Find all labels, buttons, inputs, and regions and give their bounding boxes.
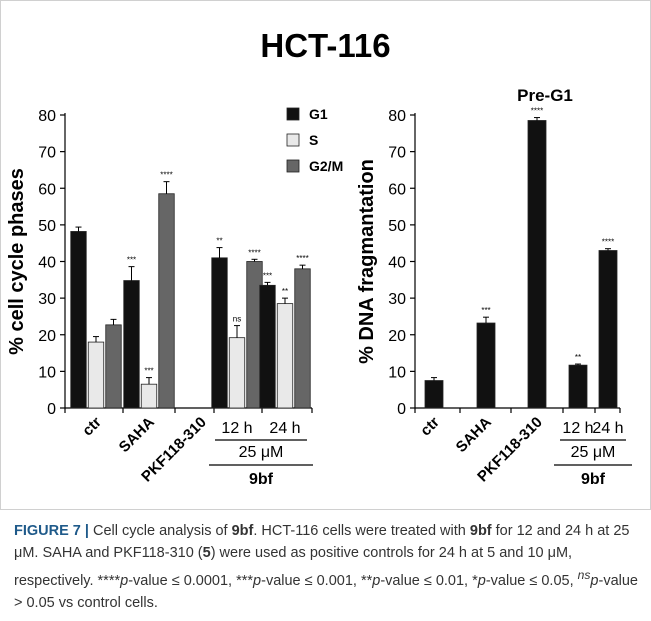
caption-text: 9bf (231, 523, 254, 539)
x-tick-label: ctr (417, 414, 443, 440)
bar-g1 (259, 284, 276, 409)
significance-label: **** (602, 238, 614, 247)
significance-label: **** (296, 254, 308, 263)
concentration-label: 25 μM (571, 444, 616, 461)
bar-s (87, 341, 105, 409)
y-tick-label: 0 (47, 401, 56, 418)
legend-swatch-s (286, 133, 300, 147)
y-tick-label: 0 (397, 401, 406, 418)
significance-label: ns (233, 315, 241, 324)
y-tick-label: 70 (38, 145, 56, 162)
figure-caption: FIGURE 7 | Cell cycle analysis of 9bf. H… (14, 520, 640, 614)
bar-g1 (211, 257, 228, 409)
caption-text: -value > 0.05 vs control cells. (14, 572, 638, 611)
y-tick-label: 60 (388, 181, 406, 198)
y-tick-label: 20 (388, 328, 406, 345)
caption-text: -value ≤ 0.001, ** (261, 572, 373, 589)
y-tick-label: 30 (388, 291, 406, 308)
legend-label: G1 (309, 106, 328, 122)
caption-text: p (477, 572, 486, 589)
legend-label: S (309, 132, 318, 148)
x-tick-label: 24 h (269, 420, 300, 437)
caption-text: 5 (202, 545, 211, 561)
caption-text: p (590, 572, 599, 589)
bar-g2-m (294, 268, 311, 409)
y-tick-label: 50 (388, 218, 406, 235)
significance-label: ** (216, 237, 222, 246)
x-tick-label: 24 h (592, 420, 623, 437)
caption-text: 9bf (469, 523, 492, 539)
bar-s (140, 383, 158, 409)
bar-pre-g1 (568, 364, 588, 409)
y-tick-label: 20 (38, 328, 56, 345)
bar-g2-m (105, 324, 122, 409)
caption-text: -value ≤ 0.05, (485, 572, 578, 589)
y-tick-label: 50 (38, 218, 56, 235)
x-tick-label: ctr (79, 414, 105, 440)
caption-label: FIGURE 7 | (14, 523, 89, 539)
concentration-label: 25 μM (239, 444, 284, 461)
y-tick-label: 30 (38, 291, 56, 308)
chart-title: Pre-G1 (517, 86, 573, 105)
caption-text: for 12 and 24 h at 25 μM. SAHA and PKF11… (14, 523, 630, 561)
bar-pre-g1 (476, 322, 496, 409)
y-tick-label: 40 (38, 255, 56, 272)
x-tick-label: 12 h (562, 420, 593, 437)
caption-text: Cell cycle analysis of (88, 523, 232, 539)
x-tick-label: SAHA (453, 414, 495, 456)
caption-text: p (120, 572, 129, 589)
x-tick-label: SAHA (116, 414, 158, 456)
y-axis-label: % DNA fragmantation (356, 159, 378, 364)
significance-label: *** (481, 306, 490, 315)
bar-pre-g1 (424, 380, 444, 409)
y-tick-label: 40 (388, 255, 406, 272)
bar-g2-m (158, 193, 175, 409)
y-tick-label: 10 (388, 364, 406, 381)
bar-pre-g1 (527, 120, 547, 409)
compound-label: 9bf (249, 471, 274, 488)
compound-label: 9bf (581, 471, 606, 488)
significance-label: *** (127, 256, 136, 265)
legend-label: G2/M (309, 158, 343, 174)
bar-s (276, 303, 294, 409)
significance-label: *** (263, 271, 272, 280)
caption-text: -value ≤ 0.0001, *** (128, 572, 254, 589)
figure-svg: HCT-116 % cell cycle phases 0 10 20 30 40 50 60 7… (6, 27, 632, 488)
significance-label: ** (282, 287, 288, 296)
significance-label: *** (144, 367, 153, 376)
caption-text: ns (577, 568, 591, 582)
legend-swatch-g2-m (286, 159, 300, 173)
y-tick-label: 80 (38, 108, 56, 125)
bar-pre-g1 (598, 250, 618, 409)
bar-s (228, 337, 246, 409)
y-axis-label: % cell cycle phases (6, 168, 28, 355)
caption-text: ) were used as positive controls for 24 … (14, 545, 573, 589)
significance-label: **** (531, 107, 543, 116)
y-tick-label: 70 (388, 145, 406, 162)
y-tick-label: 60 (38, 181, 56, 198)
bar-g1 (70, 231, 87, 409)
bar-g1 (123, 280, 140, 409)
caption-text: . HCT-116 cells were treated with (253, 523, 470, 539)
y-tick-label: 80 (388, 108, 406, 125)
caption-text: p (253, 572, 262, 589)
caption-text: -value ≤ 0.01, * (380, 572, 478, 589)
significance-label: **** (248, 248, 260, 257)
x-tick-label: 12 h (221, 420, 252, 437)
y-tick-label: 10 (38, 364, 56, 381)
significance-label: **** (160, 171, 172, 180)
caption-text: p (372, 572, 381, 589)
legend-swatch-g1 (286, 107, 300, 121)
significance-label: ** (575, 353, 581, 362)
page-title: HCT-116 (260, 27, 390, 64)
